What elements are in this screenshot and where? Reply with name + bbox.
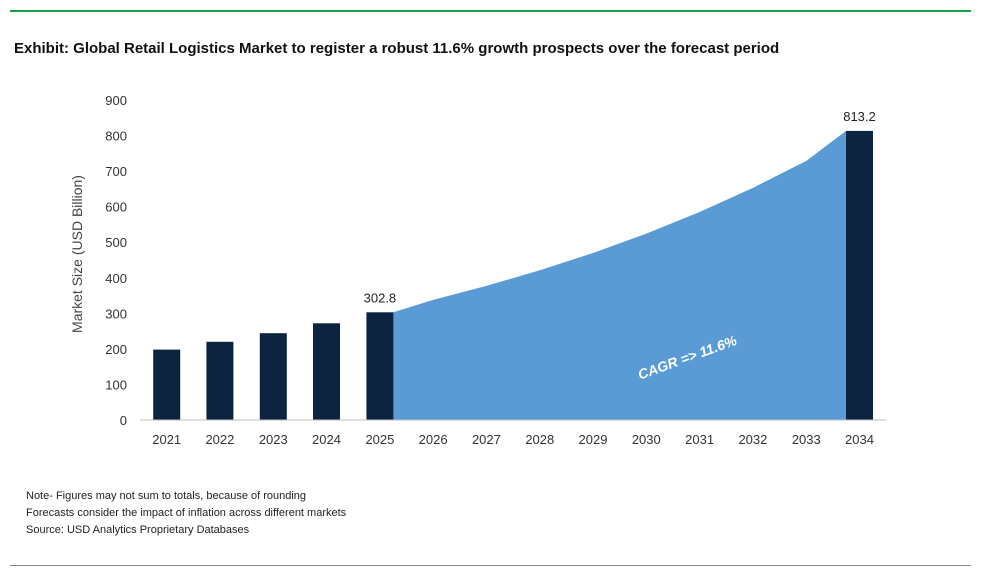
- y-axis-label: Market Size (USD Billion): [69, 175, 85, 333]
- x-tick-label-2026: 2026: [419, 432, 448, 447]
- bar-2021: [153, 349, 181, 420]
- data-label-2025: 302.8: [364, 290, 397, 305]
- y-tick-label: 400: [105, 271, 127, 286]
- bottom-rule: [10, 565, 971, 566]
- y-tick-label: 100: [105, 377, 127, 392]
- x-tick-label-2031: 2031: [685, 432, 714, 447]
- y-tick-label: 200: [105, 342, 127, 357]
- bar-2024: [313, 323, 340, 420]
- x-tick-label-2029: 2029: [579, 432, 608, 447]
- bar-2023: [259, 333, 287, 420]
- top-rule: [10, 10, 971, 12]
- y-tick-label: 700: [105, 164, 127, 179]
- bar-2025: [366, 312, 394, 420]
- x-tick-label-2034: 2034: [845, 432, 874, 447]
- y-tick-label: 900: [105, 93, 127, 108]
- x-tick-label-2027: 2027: [472, 432, 501, 447]
- y-tick-label: 600: [105, 200, 127, 215]
- x-tick-label-2023: 2023: [259, 432, 288, 447]
- bar-2034: [846, 130, 873, 420]
- y-tick-label: 0: [120, 413, 127, 428]
- y-tick-label: 500: [105, 235, 127, 250]
- x-tick-label-2030: 2030: [632, 432, 661, 447]
- forecast-area: [393, 130, 847, 420]
- x-tick-label-2033: 2033: [792, 432, 821, 447]
- x-tick-label-2025: 2025: [365, 432, 394, 447]
- y-tick-label: 300: [105, 306, 127, 321]
- bar-2022: [206, 341, 234, 420]
- x-tick-label-2032: 2032: [738, 432, 767, 447]
- market-size-chart: 302.8 813.2 0 100 200 300 400 500 600 700 800 900 20…: [69, 93, 887, 447]
- chart-notes: Note- Figures may not sum to totals, bec…: [26, 488, 346, 539]
- x-tick-label-2021: 2021: [152, 432, 181, 447]
- y-tick-label: 800: [105, 129, 127, 144]
- note-rounding: Note- Figures may not sum to totals, bec…: [26, 490, 307, 502]
- note-inflation: Forecasts consider the impact of inflati…: [26, 507, 347, 519]
- x-tick-label-2024: 2024: [312, 432, 341, 447]
- data-label-2034: 813.2: [843, 109, 876, 124]
- x-tick-label-2022: 2022: [205, 432, 234, 447]
- chart-title: Exhibit: Global Retail Logistics Market …: [14, 40, 780, 57]
- x-tick-label-2028: 2028: [525, 432, 554, 447]
- note-source: Source: USD Analytics Proprietary Databa…: [26, 524, 250, 536]
